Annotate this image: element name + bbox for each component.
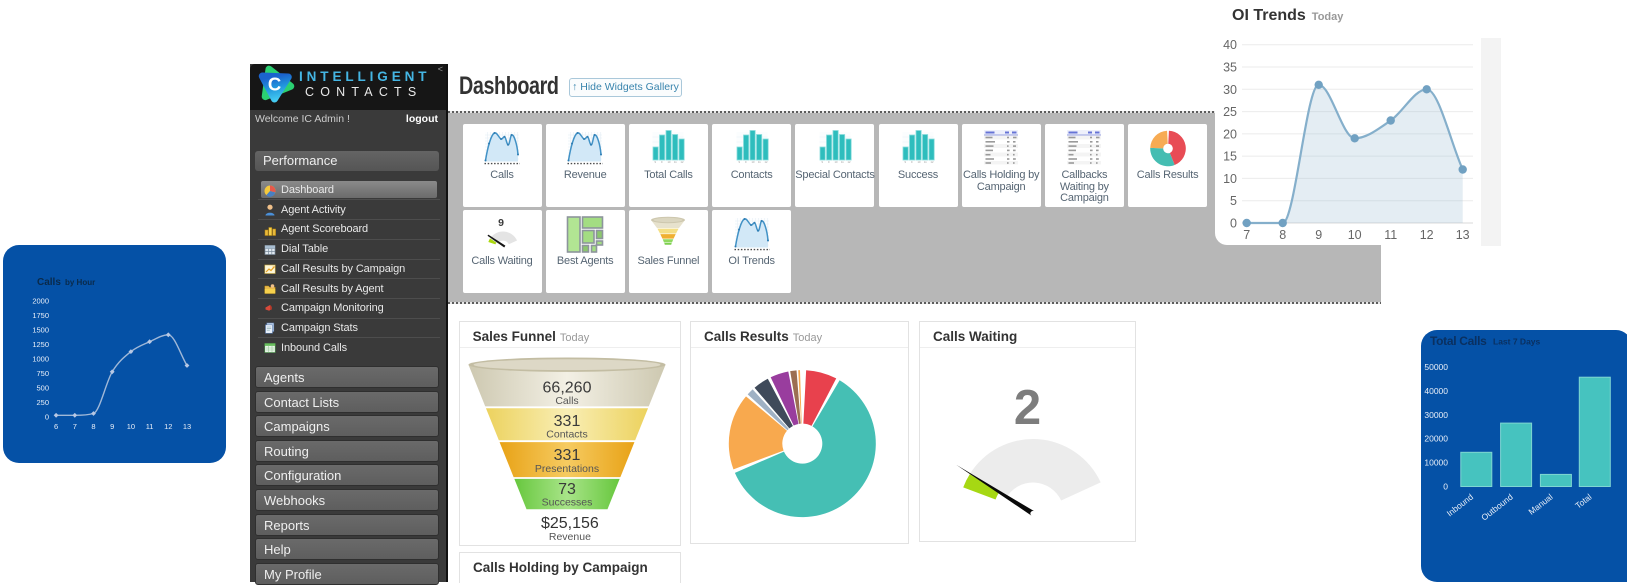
svg-text:Calls: Calls xyxy=(37,277,61,288)
svg-text:12: 12 xyxy=(1420,228,1434,242)
svg-text:0: 0 xyxy=(1230,217,1237,231)
svg-text:Calls: Calls xyxy=(555,395,578,407)
svg-text:73: 73 xyxy=(558,481,576,498)
svg-text:250: 250 xyxy=(36,398,49,407)
svg-text:66,260: 66,260 xyxy=(542,379,591,396)
svg-text:Total Calls: Total Calls xyxy=(1430,334,1487,348)
svg-text:40: 40 xyxy=(1223,38,1237,52)
svg-text:Presentations: Presentations xyxy=(534,463,598,475)
svg-text:11: 11 xyxy=(146,422,154,431)
svg-text:by Hour: by Hour xyxy=(65,278,95,287)
svg-text:750: 750 xyxy=(36,369,49,378)
svg-text:9: 9 xyxy=(1315,228,1322,242)
svg-text:Successes: Successes xyxy=(541,496,592,508)
svg-text:10: 10 xyxy=(751,160,754,164)
svg-text:13: 13 xyxy=(183,422,191,431)
svg-text:9: 9 xyxy=(738,160,740,164)
svg-text:9: 9 xyxy=(905,160,907,164)
svg-text:0: 0 xyxy=(1443,482,1448,492)
svg-text:Last 7 Days: Last 7 Days xyxy=(1493,337,1541,347)
svg-text:9: 9 xyxy=(745,160,747,164)
svg-text:30000: 30000 xyxy=(1424,410,1448,420)
svg-text:Manual: Manual xyxy=(1526,492,1554,517)
svg-text:11: 11 xyxy=(758,160,761,164)
svg-text:11: 11 xyxy=(1384,228,1397,242)
svg-text:11: 11 xyxy=(924,160,927,164)
svg-text:500: 500 xyxy=(36,384,49,393)
svg-text:331: 331 xyxy=(553,413,580,430)
svg-text:50000: 50000 xyxy=(1424,362,1448,372)
svg-text:9: 9 xyxy=(821,160,823,164)
svg-text:20000: 20000 xyxy=(1424,434,1448,444)
svg-text:9: 9 xyxy=(911,160,913,164)
svg-text:35: 35 xyxy=(1223,61,1237,75)
svg-text:11: 11 xyxy=(674,160,677,164)
svg-text:1500: 1500 xyxy=(32,326,49,335)
svg-text:7: 7 xyxy=(73,422,77,431)
svg-text:15: 15 xyxy=(1223,150,1237,164)
svg-text:10000: 10000 xyxy=(1424,458,1448,468)
svg-text:C: C xyxy=(268,74,281,95)
svg-text:12: 12 xyxy=(681,160,684,164)
svg-text:1750: 1750 xyxy=(32,311,49,320)
svg-text:10: 10 xyxy=(668,160,671,164)
svg-text:9: 9 xyxy=(498,217,504,229)
svg-text:6: 6 xyxy=(54,422,58,431)
svg-text:5: 5 xyxy=(1230,194,1237,208)
svg-text:12: 12 xyxy=(764,160,767,164)
svg-text:331: 331 xyxy=(553,447,580,464)
svg-text:Outbound: Outbound xyxy=(1479,492,1515,523)
svg-text:Inbound: Inbound xyxy=(1445,492,1476,519)
svg-text:Total: Total xyxy=(1573,492,1593,511)
svg-text:13: 13 xyxy=(1456,228,1470,242)
svg-text:10: 10 xyxy=(127,422,135,431)
svg-text:1000: 1000 xyxy=(32,355,49,364)
svg-text:40000: 40000 xyxy=(1424,386,1448,396)
svg-text:10: 10 xyxy=(1348,228,1362,242)
svg-text:0: 0 xyxy=(45,413,49,422)
svg-text:Contacts: Contacts xyxy=(546,428,587,440)
svg-text:10: 10 xyxy=(1223,172,1237,186)
svg-text:9: 9 xyxy=(828,160,830,164)
svg-text:10: 10 xyxy=(918,160,921,164)
svg-text:9: 9 xyxy=(110,422,114,431)
svg-text:11: 11 xyxy=(841,160,844,164)
svg-text:2000: 2000 xyxy=(32,297,49,306)
svg-text:12: 12 xyxy=(847,160,850,164)
svg-text:9: 9 xyxy=(655,160,657,164)
svg-text:1250: 1250 xyxy=(32,340,49,349)
svg-text:9: 9 xyxy=(661,160,663,164)
svg-text:20: 20 xyxy=(1223,127,1237,141)
svg-text:8: 8 xyxy=(91,422,95,431)
svg-text:8: 8 xyxy=(1279,228,1286,242)
svg-text:7: 7 xyxy=(1243,228,1250,242)
svg-text:30: 30 xyxy=(1223,83,1237,97)
svg-text:25: 25 xyxy=(1223,105,1237,119)
svg-text:12: 12 xyxy=(931,160,934,164)
svg-text:10: 10 xyxy=(834,160,837,164)
svg-text:12: 12 xyxy=(164,422,172,431)
